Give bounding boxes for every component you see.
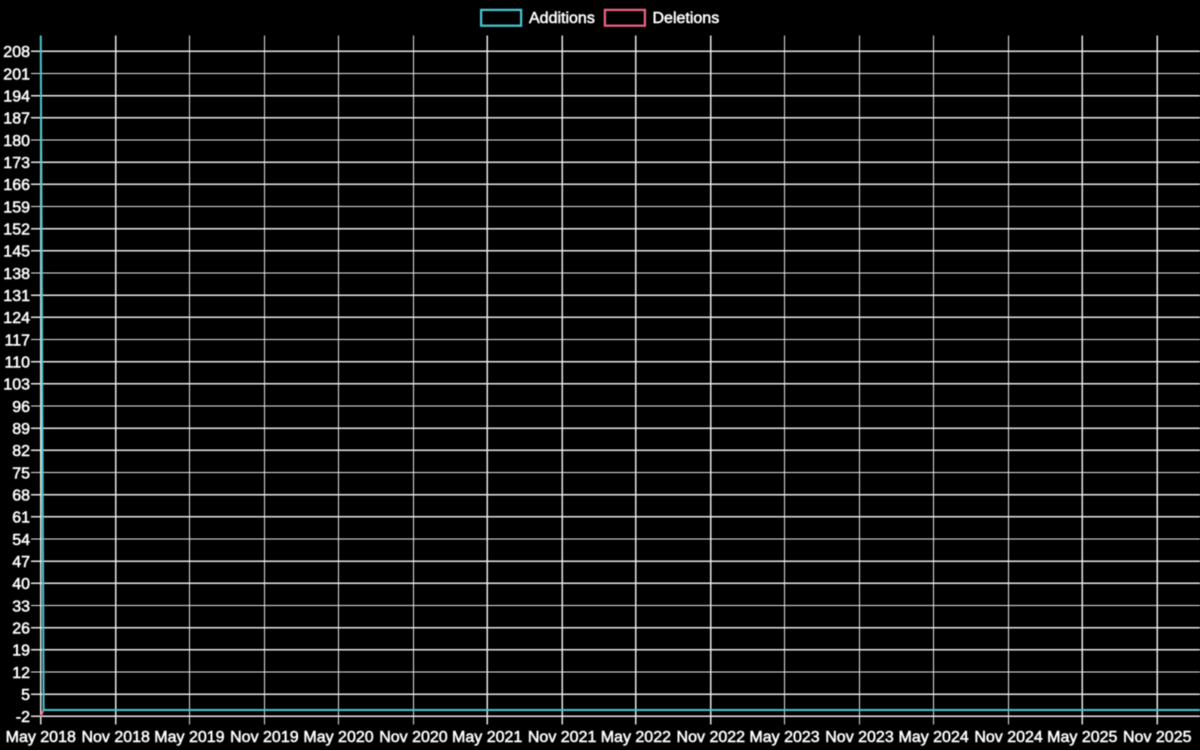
svg-text:166: 166 — [3, 177, 30, 194]
svg-text:Nov 2018: Nov 2018 — [81, 729, 150, 746]
svg-text:May 2024: May 2024 — [898, 729, 968, 746]
svg-text:103: 103 — [3, 377, 30, 394]
svg-text:82: 82 — [12, 443, 30, 460]
svg-text:75: 75 — [12, 465, 30, 482]
svg-text:Nov 2024: Nov 2024 — [974, 729, 1043, 746]
svg-text:68: 68 — [12, 487, 30, 504]
svg-text:Nov 2019: Nov 2019 — [230, 729, 299, 746]
svg-text:-2: -2 — [16, 709, 30, 726]
svg-text:110: 110 — [4, 354, 30, 371]
svg-text:May 2020: May 2020 — [303, 729, 373, 746]
svg-text:May 2021: May 2021 — [452, 729, 522, 746]
svg-text:152: 152 — [3, 221, 30, 238]
svg-text:40: 40 — [12, 576, 30, 593]
svg-text:May 2023: May 2023 — [749, 729, 819, 746]
svg-text:May 2025: May 2025 — [1047, 729, 1117, 746]
svg-text:26: 26 — [12, 620, 30, 637]
svg-text:33: 33 — [12, 598, 30, 615]
svg-text:173: 173 — [3, 155, 30, 172]
svg-text:May 2018: May 2018 — [6, 729, 76, 746]
svg-text:96: 96 — [12, 399, 30, 416]
svg-text:208: 208 — [3, 44, 30, 61]
svg-text:89: 89 — [12, 421, 30, 438]
svg-text:61: 61 — [12, 510, 30, 527]
svg-text:Nov 2023: Nov 2023 — [825, 729, 894, 746]
svg-text:145: 145 — [3, 244, 30, 261]
svg-text:12: 12 — [12, 665, 30, 682]
svg-text:May 2019: May 2019 — [154, 729, 224, 746]
svg-text:124: 124 — [3, 310, 30, 327]
svg-text:May 2022: May 2022 — [601, 729, 671, 746]
svg-text:54: 54 — [12, 532, 30, 549]
svg-text:194: 194 — [3, 88, 30, 105]
svg-text:159: 159 — [3, 199, 30, 216]
svg-text:187: 187 — [3, 111, 30, 128]
svg-text:131: 131 — [3, 288, 30, 305]
svg-text:201: 201 — [3, 66, 30, 83]
svg-text:47: 47 — [12, 554, 30, 571]
svg-text:Nov 2022: Nov 2022 — [677, 729, 746, 746]
svg-text:5: 5 — [21, 687, 30, 704]
svg-text:Nov 2021: Nov 2021 — [528, 729, 597, 746]
svg-text:19: 19 — [12, 643, 30, 660]
svg-text:180: 180 — [3, 133, 30, 150]
svg-text:Nov 2025: Nov 2025 — [1123, 729, 1192, 746]
svg-text:138: 138 — [3, 266, 30, 283]
svg-text:Deletions: Deletions — [653, 10, 720, 27]
svg-text:Additions: Additions — [529, 10, 595, 27]
svg-text:Nov 2020: Nov 2020 — [379, 729, 448, 746]
svg-text:117: 117 — [4, 332, 30, 349]
